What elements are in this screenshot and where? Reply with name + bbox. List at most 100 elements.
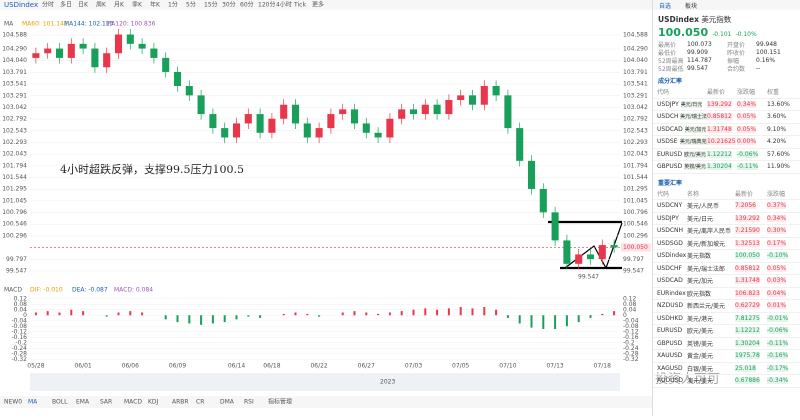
table-row[interactable]: EURUSD 欧元/美元 1.12212 -0.06% (653, 325, 800, 338)
macd-bar (117, 312, 120, 316)
indicator-tab[interactable]: NEW0 (4, 399, 22, 406)
period-button[interactable]: 30分 (222, 1, 236, 9)
indicator-tab[interactable]: EMA (76, 399, 90, 406)
table-row[interactable]: NZDUSD 新西兰元/美元 0.62729 0.01% (653, 300, 800, 313)
period-button[interactable]: 60分 (240, 1, 254, 9)
indicator-tab[interactable]: MA (28, 399, 38, 406)
x-tick-label: 07/03 (405, 363, 422, 370)
cell: 0.85812 (707, 113, 737, 121)
cell-text: GBPUSD (657, 163, 683, 171)
cell-text: 13.60% (767, 100, 790, 108)
table-row[interactable]: USDCNY 美元/人民币 7.2056 0.37% (653, 200, 800, 213)
indicator-tab[interactable]: CR (196, 399, 204, 406)
cell: XAGUSD (657, 365, 687, 372)
change-pct: -0.10% (735, 31, 757, 38)
macd-tick-label: 0.04 (623, 306, 637, 313)
period-button[interactable]: 年K (150, 1, 161, 9)
cell-text: 100.050 (735, 252, 760, 260)
period-button[interactable]: 15分 (204, 1, 218, 9)
stats: 最高价 100.073 开盘价 99.948 最低价 99.909 昨收价 100.151 52… (653, 40, 800, 73)
period-button[interactable]: 周K (96, 2, 107, 9)
period-button[interactable]: Tick (293, 2, 306, 9)
period-button[interactable]: 更多 (312, 1, 324, 9)
table-row[interactable]: USDindex 美元指数 100.050 -0.10% (653, 250, 800, 263)
table-row[interactable]: USDCNH 美元/离岸人民币 7.21590 0.30% (653, 225, 800, 238)
indicator-tab[interactable]: RSI (244, 399, 254, 406)
period-button[interactable]: 日K (78, 2, 89, 9)
cell-text: 0.05% (737, 125, 757, 133)
table-row[interactable]: USDJPY 美元/日元 139.292 0.34% 13.60% (653, 99, 800, 111)
period-button[interactable]: 季K (132, 1, 143, 9)
table-row[interactable]: USDCAD 美元/加元 1.31748 0.05% 9.10% (653, 124, 800, 136)
table-row[interactable]: XAUUSD 黄金/美元 1975.78 -0.16% (653, 350, 800, 363)
table-row[interactable]: XAGUSD 白银/美元 25.018 -0.17% (653, 363, 800, 375)
table-row[interactable]: GBPUSD 英镑/美元 1.30204 -0.11% (653, 338, 800, 350)
table-row[interactable]: USDHKD 美元/港元 7.81275 -0.01% (653, 313, 800, 325)
cell-text: 新西兰元/美元 (687, 303, 726, 311)
period-button[interactable]: 5分 (186, 1, 196, 9)
macd-bar (530, 315, 533, 328)
table-row[interactable]: USDJPY 美元/日元 139.292 0.34% (653, 213, 800, 225)
y-tick-label-left: 102.792 (2, 116, 27, 123)
period-button[interactable]: 多日 (60, 1, 72, 9)
period-button[interactable]: 1分 (168, 1, 178, 9)
period-button[interactable]: 月K (114, 2, 125, 9)
indicator-tab[interactable]: DMA (220, 399, 235, 406)
candle-body (610, 245, 618, 248)
cell: -0.17% (767, 364, 797, 372)
cell-text: USDSGD (657, 239, 683, 247)
tabs: 自选 板块 (653, 0, 800, 10)
stat-row: 最高价 100.073 开盘价 99.948 (658, 40, 796, 49)
table-row[interactable]: GBPUSD 英镑/美元 1.30204 -0.11% 11.90% (653, 161, 800, 174)
cell: 0.67886 (735, 377, 767, 385)
indicator-tab[interactable]: SAR (100, 399, 112, 406)
candle-body (374, 132, 382, 138)
cell-text: 0.62729 (735, 302, 760, 310)
indicator-tab[interactable]: 指标管理 (268, 398, 292, 406)
indicator-tab[interactable]: MACD (124, 399, 142, 406)
cell-text: 美元/瑞士法郎 (687, 265, 726, 273)
cell-text: -0.06% (737, 150, 759, 158)
scroll-label: 2023 (380, 379, 395, 386)
macd-tick-label-left: -0.12 (11, 328, 27, 335)
y-tick-label-left: 103.291 (2, 92, 27, 99)
macd-value: DEA: -0.087 (72, 287, 108, 294)
table-row[interactable]: EURindex 欧元指数 106.823 0.04% (653, 288, 800, 300)
cell: -0.11% (737, 163, 767, 171)
candle-body (409, 109, 418, 115)
stat-cell: 99.948 (756, 40, 777, 48)
period-button[interactable]: 分时 (42, 1, 54, 9)
y-tick-label-left: 103.042 (2, 104, 27, 111)
cell: 0.17% (767, 239, 797, 247)
cell: -0.06% (767, 327, 797, 335)
header-cell: 涨跌幅 (767, 190, 786, 198)
table-row[interactable]: USDCHF 美元/瑞士法郎 0.85812 0.05% (653, 263, 800, 275)
cell-text: 1.12212 (735, 327, 760, 335)
indicator-tab[interactable]: BOLL (52, 399, 68, 406)
table-row[interactable]: AUDUSD 澳元/美元 0.67886 -0.34% (653, 375, 800, 388)
period-button[interactable]: 120分 (258, 1, 275, 9)
table-row[interactable]: USDSGD 美元/新加坡元 1.32513 0.17% (653, 238, 800, 250)
indicator-tab[interactable]: ARBR (172, 399, 189, 406)
macd-bar (58, 312, 61, 316)
macd-bar (341, 312, 344, 316)
macd-bar (200, 315, 203, 325)
period-button[interactable]: 4小时 (276, 1, 292, 9)
table-row[interactable]: USDCAD 美元/加元 1.31748 0.03% (653, 275, 800, 288)
table-row[interactable]: EURUSD 欧元/美元 1.12212 -0.06% 57.60% (653, 149, 800, 161)
macd-bar (459, 307, 462, 316)
macd-bar (353, 311, 356, 316)
toolbar (0, 0, 652, 10)
cell-text: 1.32513 (735, 239, 760, 247)
cell: 欧元/美元 (687, 326, 735, 335)
indicator-tab[interactable]: KDJ (148, 399, 159, 406)
candle-body (339, 109, 347, 115)
cell-text: 0.37% (767, 202, 787, 210)
scrollbar[interactable] (30, 373, 620, 391)
macd-bar (282, 313, 285, 316)
pair-name: 美元/加元 (684, 125, 707, 133)
